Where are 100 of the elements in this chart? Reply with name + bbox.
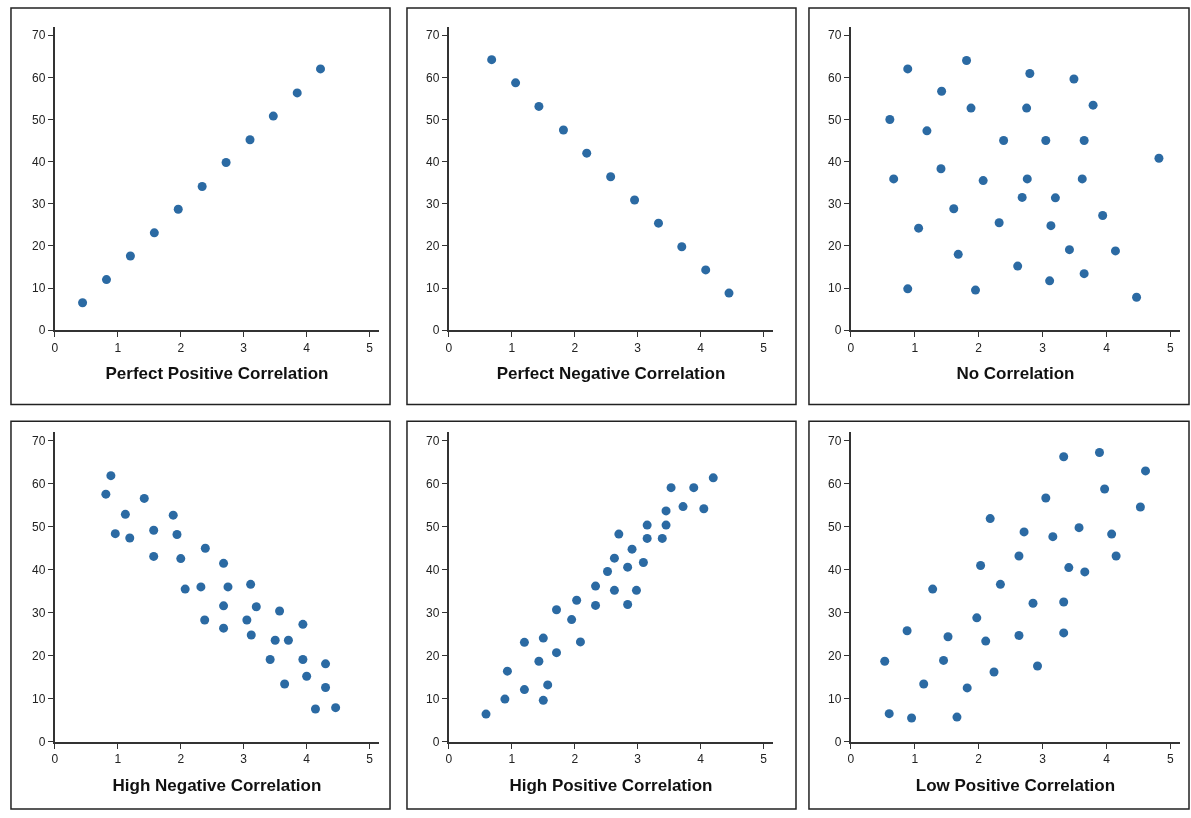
point bbox=[502, 666, 512, 676]
point bbox=[268, 111, 278, 121]
point bbox=[699, 504, 709, 514]
point bbox=[1025, 69, 1035, 79]
y-tick-label: 0 bbox=[38, 323, 46, 338]
x-tick-label: 0 bbox=[847, 340, 855, 355]
y-tick-label: 50 bbox=[828, 112, 842, 127]
point bbox=[989, 667, 999, 677]
x-axis-title: No Correlation bbox=[956, 364, 1075, 384]
point bbox=[1135, 502, 1145, 512]
point bbox=[246, 579, 256, 589]
x-tick-label: 4 bbox=[303, 340, 311, 355]
point bbox=[903, 64, 913, 74]
x-tick-label: 4 bbox=[1103, 752, 1111, 766]
x-tick-label: 1 bbox=[114, 340, 122, 355]
point bbox=[1079, 136, 1089, 146]
point bbox=[981, 636, 991, 646]
point bbox=[630, 195, 640, 205]
point bbox=[246, 630, 256, 640]
point bbox=[196, 582, 206, 592]
x-tick-label: 1 bbox=[508, 752, 516, 766]
point bbox=[884, 709, 894, 719]
x-tick-label: 5 bbox=[760, 752, 768, 766]
point bbox=[978, 176, 988, 186]
point bbox=[173, 204, 183, 214]
x-tick-label: 2 bbox=[571, 752, 579, 766]
x-axis-title: Perfect Positive Correlation bbox=[105, 364, 329, 384]
point bbox=[936, 164, 946, 174]
y-tick-label: 50 bbox=[426, 112, 440, 127]
point bbox=[885, 114, 895, 124]
point bbox=[1107, 529, 1117, 539]
y-tick-label: 0 bbox=[834, 734, 842, 749]
point bbox=[609, 585, 619, 595]
point bbox=[591, 600, 601, 610]
x-tick-label: 2 bbox=[975, 752, 983, 766]
point bbox=[939, 655, 949, 665]
point bbox=[270, 635, 280, 645]
x-tick-label: 4 bbox=[697, 340, 705, 355]
point bbox=[654, 218, 663, 228]
point bbox=[298, 619, 308, 629]
point bbox=[928, 584, 938, 594]
point bbox=[962, 55, 972, 65]
point bbox=[1059, 628, 1069, 638]
point bbox=[603, 566, 612, 576]
point bbox=[677, 242, 687, 252]
point bbox=[1098, 211, 1108, 221]
point bbox=[558, 125, 568, 135]
point bbox=[642, 533, 652, 543]
point bbox=[575, 637, 585, 647]
x-tick-label: 4 bbox=[303, 752, 311, 766]
y-tick-label: 10 bbox=[426, 691, 440, 706]
point bbox=[952, 712, 962, 722]
point bbox=[280, 679, 290, 689]
point bbox=[1132, 292, 1142, 302]
x-tick-label: 1 bbox=[911, 340, 919, 355]
y-tick-label: 20 bbox=[426, 648, 440, 663]
y-tick-label: 10 bbox=[426, 281, 440, 296]
y-tick-label: 20 bbox=[32, 239, 46, 254]
point bbox=[1141, 466, 1151, 476]
y-tick-label: 50 bbox=[32, 519, 46, 534]
point bbox=[971, 285, 980, 295]
point bbox=[552, 605, 562, 615]
x-tick-label: 4 bbox=[1103, 340, 1111, 355]
point bbox=[331, 703, 341, 713]
y-tick-label: 70 bbox=[426, 28, 440, 43]
point bbox=[543, 680, 553, 690]
y-tick-label: 10 bbox=[32, 691, 46, 706]
y-tick-label: 70 bbox=[426, 434, 440, 449]
point bbox=[180, 584, 190, 594]
point bbox=[1100, 484, 1110, 494]
y-tick-label: 0 bbox=[432, 323, 440, 338]
point bbox=[902, 626, 912, 636]
x-tick-label: 3 bbox=[240, 340, 248, 355]
point bbox=[943, 632, 953, 642]
y-tick-label: 30 bbox=[426, 196, 440, 211]
point bbox=[1069, 74, 1079, 84]
point bbox=[149, 551, 159, 561]
y-tick-label: 30 bbox=[426, 605, 440, 620]
y-tick-label: 30 bbox=[32, 605, 46, 620]
x-tick-label: 4 bbox=[697, 752, 705, 766]
point bbox=[880, 656, 890, 666]
point bbox=[1014, 551, 1024, 561]
point bbox=[1079, 269, 1089, 279]
point bbox=[275, 606, 285, 616]
point bbox=[922, 126, 932, 136]
point bbox=[149, 525, 159, 535]
point bbox=[903, 284, 913, 294]
point bbox=[1022, 103, 1032, 113]
y-tick-label: 70 bbox=[32, 28, 46, 43]
point bbox=[1111, 551, 1121, 561]
point bbox=[701, 265, 711, 275]
y-tick-label: 30 bbox=[828, 196, 842, 211]
point bbox=[487, 55, 497, 65]
y-tick-label: 70 bbox=[32, 434, 46, 449]
y-tick-label: 40 bbox=[426, 562, 440, 577]
y-tick-label: 20 bbox=[828, 648, 842, 663]
point bbox=[200, 543, 210, 553]
point bbox=[1017, 192, 1027, 202]
point bbox=[283, 635, 293, 645]
x-axis-title: Perfect Negative Correlation bbox=[496, 364, 726, 384]
